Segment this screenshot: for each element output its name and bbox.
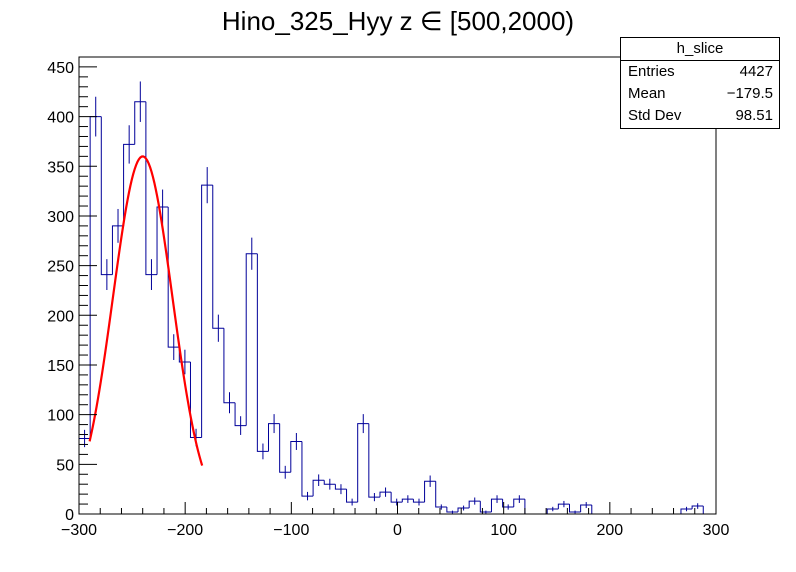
histogram-bin [468,500,481,509]
x-tick-label: −100 [273,522,309,539]
histogram-bin [279,423,291,473]
histogram-bin [368,423,380,498]
x-tick-label: −300 [61,522,97,539]
histogram-bin [680,508,693,514]
y-tick-label: 50 [56,457,74,474]
histogram-bin [223,328,236,404]
histogram-bin [156,206,169,275]
histogram-bin [111,225,124,275]
histogram-bin [189,361,202,439]
stats-box: h_slice Entries 4427 Mean −179.5 Std Dev… [620,37,780,129]
histogram-bin [424,480,436,503]
y-tick-label: 150 [47,358,74,375]
stats-value: 4427 [739,63,773,80]
x-tick-label: 100 [490,522,517,539]
chart-title: Hino_325_Hyy z ∈ [500,2000) [221,6,575,36]
y-tick-label: 0 [65,507,74,524]
histogram-bin [357,423,369,503]
stats-box-title: h_slice [621,38,779,61]
histogram-bin [546,508,559,514]
histogram-bin [457,507,470,513]
gaussian-fit-curve [88,155,204,466]
stats-value: −179.5 [726,85,773,102]
histogram-bin [446,507,459,513]
stats-row-stddev: Std Dev 98.51 [621,105,779,127]
histogram-bin [245,253,258,426]
x-tick-label: 0 [393,522,402,539]
y-tick-label: 350 [47,159,74,176]
histogram-bin [412,499,425,503]
histogram-bin [557,503,570,510]
histogram-bin [268,423,280,452]
histogram-bin [502,499,514,508]
histogram-bin [134,101,146,145]
y-tick-label: 450 [47,60,74,77]
error-bars [84,81,699,514]
stats-label: Std Dev [628,107,682,124]
stats-row-mean: Mean −179.5 [621,83,779,105]
x-tick-label: −200 [167,522,203,539]
histogram-bin [591,505,603,515]
histogram-bin [123,143,135,226]
histogram-bin [691,505,704,510]
histogram-bin [490,498,503,513]
x-axis: −300 −200 −100 0 100 200 300 [61,502,729,539]
histogram-bin [201,184,213,438]
histogram-bin [580,504,592,513]
stats-label: Mean [628,85,666,102]
histogram-bin [379,491,392,498]
histogram-bin [234,402,247,427]
histogram-bin [568,504,581,513]
y-axis: 0 50 100 150 200 250 300 350 400 450 [47,56,97,524]
histogram-bin [323,480,336,485]
histogram-bin [390,492,403,503]
histogram-bin [167,207,180,348]
histogram-bin [301,441,314,497]
histogram-bin [346,489,358,503]
histogram-bin [479,501,492,513]
histogram-bin [256,253,269,452]
histogram-bin [524,499,537,515]
histogram-bin [100,116,113,276]
histogram-bin [312,479,325,497]
y-tick-label: 300 [47,209,74,226]
stats-value: 98.51 [735,107,773,124]
stats-row-entries: Entries 4427 [621,61,779,83]
y-tick-label: 200 [47,308,74,325]
y-tick-label: 250 [47,259,74,276]
y-tick-label: 400 [47,110,74,127]
histogram-bin [212,185,224,329]
histogram-bin [702,506,715,515]
y-tick-label: 100 [47,408,74,425]
x-tick-label: 300 [703,522,730,539]
stats-label: Entries [628,63,675,80]
histogram-bin [334,484,347,490]
histogram-bin [435,481,447,508]
histogram-bin [78,437,91,514]
histogram-bin [401,498,414,503]
histogram-bin [513,498,525,508]
x-tick-label: 200 [596,522,623,539]
histogram-bin [290,440,302,473]
